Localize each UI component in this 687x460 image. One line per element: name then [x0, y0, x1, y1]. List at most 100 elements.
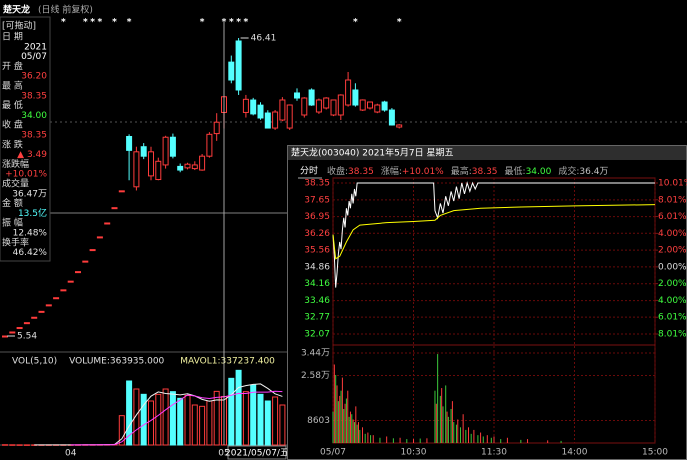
- volume-bar: [2, 444, 8, 446]
- quote-label: 成交:: [558, 165, 579, 177]
- intraday-volume-bar: [367, 432, 369, 443]
- quote-value: 38.35: [472, 167, 498, 177]
- quote-label: 最低:: [505, 165, 526, 177]
- volume-bar: [126, 380, 133, 446]
- intraday-volume-bar: [426, 438, 428, 443]
- info-value: 13.5亿: [18, 207, 47, 219]
- quote-label: 涨幅:: [381, 165, 402, 177]
- candle-body: [126, 136, 133, 151]
- y2-tick-label: 8.01%: [658, 330, 687, 340]
- event-marker: *: [397, 18, 402, 28]
- volume-bar: [250, 384, 257, 446]
- intraday-volume-bar: [351, 414, 353, 443]
- y-tick-label: 32.07: [304, 330, 330, 340]
- intraday-volume-bar: [370, 435, 372, 443]
- volume-legend: MAVOL1:337237.400: [180, 357, 275, 367]
- volume-bar: [155, 393, 162, 446]
- intraday-volume-bar: [362, 427, 364, 443]
- intraday-volume-bar: [340, 390, 342, 443]
- volume-tick-label: 8603: [307, 416, 330, 426]
- event-marker: *: [83, 18, 88, 28]
- intraday-volume-bar: [348, 416, 350, 443]
- price-line: [332, 181, 655, 288]
- info-value: 36.47万: [12, 189, 47, 199]
- x-tick-label: 10:30: [401, 448, 427, 458]
- volume-bar: [118, 415, 125, 446]
- quote-value: 34.00: [526, 167, 552, 177]
- quote-item: 最低:34.00: [505, 165, 552, 177]
- event-marker: *: [61, 18, 66, 28]
- max-label: 46.41: [251, 34, 277, 44]
- quote-label: 收盘:: [327, 165, 348, 177]
- intraday-volume-bar: [335, 374, 337, 443]
- quote-value: 38.35: [348, 167, 374, 177]
- y2-tick-label: 2.00%: [658, 246, 687, 256]
- volume-bar: [279, 404, 286, 446]
- info-panel: [0, 16, 51, 262]
- quote-item: 涨幅:+10.01%: [381, 165, 444, 177]
- y2-tick-label: 4.00%: [658, 229, 687, 239]
- info-label: 涨 跌: [2, 139, 23, 150]
- crosshair-label: 2021/05/07/五: [225, 449, 289, 459]
- y-tick-label: 36.26: [304, 229, 330, 239]
- intraday-volume-bar: [332, 411, 334, 443]
- candle-body: [359, 99, 366, 111]
- info-label: 收 盘: [2, 119, 23, 131]
- intraday-volume-bar: [355, 406, 357, 443]
- candle-body: [388, 109, 395, 126]
- candle-body: [257, 104, 264, 119]
- candle-body: [38, 310, 45, 313]
- intraday-volume-bar: [459, 427, 461, 443]
- quote-item: 最高:38.35: [451, 165, 498, 177]
- info-label: 涨跌幅: [2, 158, 29, 170]
- candle-body: [213, 121, 220, 135]
- info-label: 最 高: [2, 80, 23, 92]
- candle-body: [75, 271, 81, 274]
- volume-bar: [162, 388, 169, 446]
- intraday-volume-bar: [442, 406, 444, 443]
- info-value: 46.42%: [13, 248, 48, 258]
- x-tick-label: 11:30: [481, 448, 507, 458]
- candle-body: [242, 98, 249, 113]
- candle-body: [53, 297, 60, 300]
- candle-body: [148, 151, 154, 177]
- intraday-volume-bar: [493, 436, 495, 443]
- intraday-volume-bar: [333, 364, 335, 443]
- candle-body: [330, 99, 337, 116]
- info-label: 最 低: [2, 99, 23, 111]
- intraday-volume-bar: [347, 390, 349, 443]
- candle-body: [206, 133, 213, 157]
- volume-bar: [169, 391, 176, 446]
- intraday-volume-bar: [447, 416, 449, 443]
- info-value: 05/07: [21, 52, 47, 62]
- intraday-volume-bar: [473, 429, 475, 443]
- event-marker: *: [127, 18, 132, 28]
- y2-tick-label: 8.01%: [658, 195, 687, 205]
- y-tick-label: 35.56: [304, 246, 330, 256]
- x-tick-label: 05/07: [320, 448, 346, 458]
- quote-label: 最高:: [451, 165, 472, 177]
- candle-body: [45, 304, 52, 307]
- volume-bar: [191, 404, 198, 446]
- candle-body: [272, 111, 279, 129]
- intraday-volume-bar: [506, 437, 508, 443]
- volume-bar: [257, 393, 264, 446]
- intraday-volume-bar: [399, 437, 401, 443]
- candle-body: [191, 164, 198, 170]
- intraday-volume-bar: [453, 422, 455, 443]
- intraday-volume-bar: [547, 440, 549, 443]
- volume-bar: [242, 391, 249, 446]
- candle-body: [89, 249, 96, 252]
- intraday-volume-bar: [392, 438, 394, 443]
- volume-bar: [9, 444, 16, 446]
- candle-body: [31, 316, 38, 319]
- candle-body: [169, 136, 176, 157]
- candle-body: [133, 151, 140, 188]
- intraday-volume-bar: [434, 390, 436, 443]
- info-value: 12.48%: [13, 229, 48, 239]
- candle-body: [301, 97, 308, 116]
- event-marker: *: [112, 18, 117, 28]
- event-marker: *: [236, 18, 241, 28]
- candle-body: [323, 97, 330, 109]
